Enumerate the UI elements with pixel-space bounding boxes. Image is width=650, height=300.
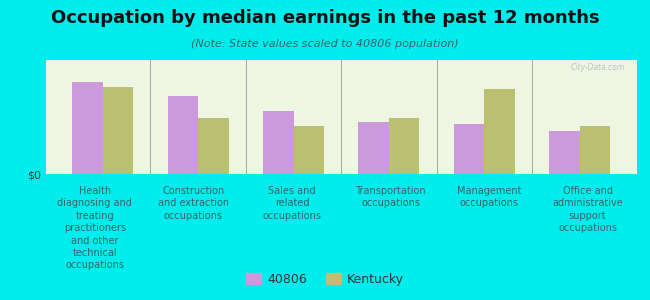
Bar [294,126,324,174]
Bar [168,96,198,174]
Text: Sales and
related
occupations: Sales and related occupations [263,186,322,221]
Bar [263,111,294,174]
Text: Construction
and extraction
occupations: Construction and extraction occupations [158,186,229,221]
Text: Occupation by median earnings in the past 12 months: Occupation by median earnings in the pas… [51,9,599,27]
Bar [549,130,580,174]
Text: Management
occupations: Management occupations [457,186,521,208]
Text: (Note: State values scaled to 40806 population): (Note: State values scaled to 40806 popu… [191,39,459,49]
Bar [389,118,419,174]
Legend: 40806, Kentucky: 40806, Kentucky [241,268,409,291]
Bar [72,82,103,174]
Bar [198,118,229,174]
Bar [580,126,610,174]
Text: Health
diagnosing and
treating
practitioners
and other
technical
occupations: Health diagnosing and treating practitio… [57,186,132,270]
Bar [484,89,515,174]
Text: Office and
administrative
support
occupations: Office and administrative support occupa… [552,186,623,233]
Text: City-Data.com: City-Data.com [571,63,625,72]
Bar [358,122,389,174]
Bar [103,87,133,174]
Bar [454,124,484,174]
Text: Transportation
occupations: Transportation occupations [356,186,426,208]
